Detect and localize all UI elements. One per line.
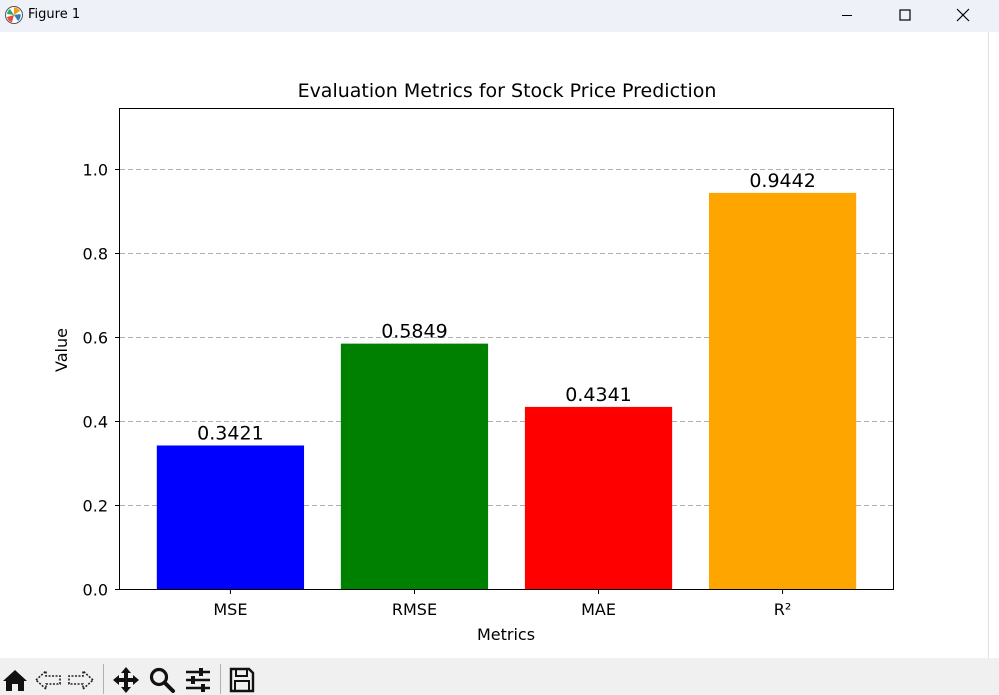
minimize-icon [842,15,852,16]
x-tick-label: MSE [213,600,247,619]
minimize-button[interactable] [818,0,876,30]
toolbar-separator [103,664,104,694]
save-button[interactable] [227,666,257,694]
bar-value-label: 0.4341 [565,384,631,406]
x-axis-label: Metrics [477,625,535,644]
y-tick-label: 1.0 [83,161,108,180]
close-icon [956,8,970,22]
maximize-button[interactable] [876,0,934,30]
navigation-toolbar [0,658,999,695]
chart-title: Evaluation Metrics for Stock Price Predi… [298,80,717,102]
bar [524,406,673,589]
window-title: Figure 1 [28,7,81,22]
home-button[interactable] [0,666,30,694]
bar [340,343,489,589]
bar-value-label: 0.5849 [381,321,447,343]
home-icon [3,670,27,691]
pan-button[interactable] [111,666,141,694]
y-tick-label: 0.6 [83,329,108,348]
y-axis-label: Value [52,328,71,372]
y-tick-label: 0.8 [83,245,108,264]
x-ticks: MSE RMSE MAE R² [213,589,791,619]
x-tick-label: MAE [581,600,616,619]
y-tick-label: 0.4 [83,413,108,432]
x-tick-label: RMSE [392,600,437,619]
pan-icon [113,667,139,693]
bar-chart: Evaluation Metrics for Stock Price Predi… [52,80,894,644]
back-icon [34,669,61,691]
title-bar[interactable]: Figure 1 [0,0,999,32]
save-icon [229,667,255,693]
bar-value-label: 0.3421 [197,422,263,444]
bars [156,192,857,589]
background-editor-strip [988,32,999,658]
x-tick-label: R² [774,600,792,619]
y-ticks: 0.0 0.2 0.4 0.6 0.8 1.0 [83,161,120,600]
forward-button[interactable] [66,666,96,694]
configure-subplots-icon [186,668,210,692]
close-button[interactable] [934,0,992,30]
toolbar-separator [220,664,221,694]
zoom-button[interactable] [147,666,177,694]
figure-canvas[interactable]: Evaluation Metrics for Stock Price Predi… [0,32,988,658]
back-button[interactable] [33,666,63,694]
bar [156,445,305,589]
y-tick-label: 0.0 [83,581,108,600]
axes-frame [119,108,894,590]
bar-value-label: 0.9442 [749,170,815,192]
forward-icon [68,669,95,691]
y-tick-label: 0.2 [83,497,108,516]
matplotlib-app-icon [4,5,24,25]
bar [708,192,857,589]
maximize-icon [899,9,911,21]
configure-subplots-button[interactable] [183,666,213,694]
zoom-icon [149,667,175,693]
bar-value-labels: 0.3421 0.5849 0.4341 0.9442 [197,170,816,445]
